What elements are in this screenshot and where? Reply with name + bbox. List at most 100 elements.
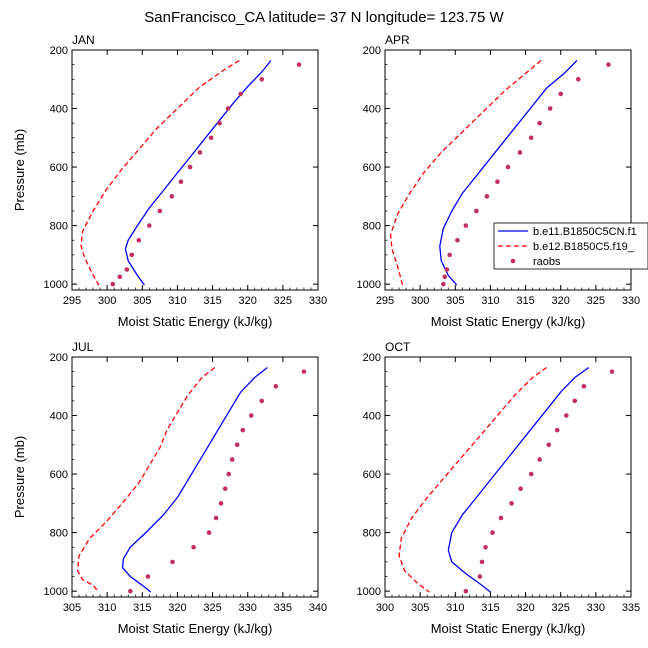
x-tick-label-apr: 305 [446,295,464,307]
raobs-point-apr [517,150,523,155]
plot-area-jul: 305 310 315 320 325 330 335 340 200 400 600 800 1000 [44,352,328,614]
panel-apr: APR Moist Static Energy (kJ/kg) 295 300 30… [357,33,641,329]
raobs-point-jul [170,559,175,565]
raobs-point-oct [609,369,615,374]
y-tick-label-jul: 800 [50,528,68,540]
x-tick-label-apr: 325 [587,295,605,307]
panel-label-oct: OCT [385,340,411,354]
x-axis-label-oct: Moist Static Energy (kJ/kg) [431,621,586,636]
raobs-point-jan [208,135,214,141]
x-tick-label-jul: 320 [168,602,186,614]
x-tick-label-jan: 310 [168,295,186,307]
raobs-point-oct [518,486,523,492]
raobs-point-jul [229,457,235,462]
legend-label-model1: b.e11.B1850C5CN.f1 [533,226,637,238]
raobs-point-apr [495,179,500,185]
raobs-point-jan [217,120,222,126]
raobs-point-oct [498,515,504,521]
x-tick-label-apr: 295 [376,295,394,307]
raobs-point-apr [455,237,460,243]
raobs-point-jan [169,194,175,199]
y-tick-label-jul: 200 [50,352,68,364]
raobs-point-apr [441,281,446,287]
panel-jan: JAN Pressure (mb) Moist Static Energy (k… [12,33,327,329]
plot-frame-oct [384,356,632,598]
x-axis-label-apr: Moist Static Energy (kJ/kg) [431,314,586,329]
raobs-point-apr [505,164,511,170]
raobs-point-oct [581,383,587,389]
raobs-point-jul [259,398,265,404]
x-tick-label-oct: 320 [516,602,534,614]
y-tick-label-jan: 600 [50,162,68,174]
y-tick-label-jan: 1000 [44,279,68,291]
raobs-point-apr [537,120,542,126]
model2-line-apr [389,60,542,286]
panel-label-jan: JAN [72,33,95,47]
raobs-point-apr [484,194,490,199]
raobs-point-jul [234,442,240,448]
x-axis-label-jan: Moist Static Energy (kJ/kg) [118,314,273,329]
raobs-point-jan [157,208,163,214]
raobs-point-apr [558,91,564,97]
raobs-point-jan [238,91,243,97]
raobs-point-oct [479,559,485,565]
raobs-point-apr [547,106,553,111]
raobs-point-apr [444,267,450,272]
model2-line-jan [80,59,240,286]
y-tick-label-jan: 400 [50,104,68,116]
x-tick-label-jul: 315 [133,602,151,614]
raobs-point-apr [606,62,611,67]
panel-jul: JUL Pressure (mb) Moist Static Energy (k… [12,340,327,636]
raobs-point-jan [187,164,193,170]
x-tick-label-jan: 305 [133,295,151,307]
raobs-point-apr [575,76,581,82]
raobs-point-apr [447,252,452,258]
model1-line-oct [447,366,590,593]
x-tick-label-jan: 320 [239,295,257,307]
y-tick-label-oct: 400 [363,411,381,423]
raobs-point-jul [191,544,196,550]
x-tick-label-jan: 330 [309,295,327,307]
y-tick-label-jul: 1000 [44,586,68,598]
raobs-point-jan [129,252,135,258]
model1-line-jul [121,366,268,593]
y-axis-label-jan: Pressure (mb) [12,129,27,211]
model1-line-apr [439,60,578,286]
raobs-point-jul [206,530,212,535]
x-tick-label-jan: 300 [98,295,116,307]
y-tick-label-apr: 600 [363,162,381,174]
legend-dot-raobs [510,258,516,264]
model2-line-oct [398,366,548,593]
x-axis-label-jul: Moist Static Energy (kJ/kg) [118,621,273,636]
raobs-point-jul [301,369,307,374]
y-tick-label-apr: 1000 [357,279,381,291]
y-tick-label-apr: 200 [363,45,381,57]
x-tick-label-oct: 335 [622,602,640,614]
raobs-point-jul [226,471,232,477]
y-tick-label-apr: 400 [363,104,381,116]
raobs-point-oct [477,574,483,579]
raobs-point-oct [564,413,569,418]
raobs-point-apr [474,208,479,214]
model2-line-jul [76,366,216,593]
x-tick-label-jul: 325 [203,602,221,614]
raobs-point-jan [117,274,123,280]
panel-oct: OCT Moist Static Energy (kJ/kg) 300 305 31… [357,340,641,636]
x-tick-label-oct: 330 [587,602,605,614]
plot-frame-jan [71,49,319,291]
raobs-point-oct [490,530,495,535]
plot-frame-jul [71,356,319,598]
raobs-point-jan [225,106,231,111]
x-tick-label-jul: 335 [274,602,292,614]
raobs-point-oct [483,544,488,550]
y-tick-label-jul: 400 [50,411,68,423]
x-tick-label-apr: 320 [552,295,570,307]
x-tick-label-oct: 315 [481,602,499,614]
x-tick-label-jul: 330 [239,602,257,614]
raobs-point-oct [463,588,469,594]
model1-line-jan [124,60,272,286]
raobs-point-jul [218,501,224,506]
x-tick-label-apr: 330 [622,295,640,307]
x-tick-label-oct: 300 [376,602,394,614]
